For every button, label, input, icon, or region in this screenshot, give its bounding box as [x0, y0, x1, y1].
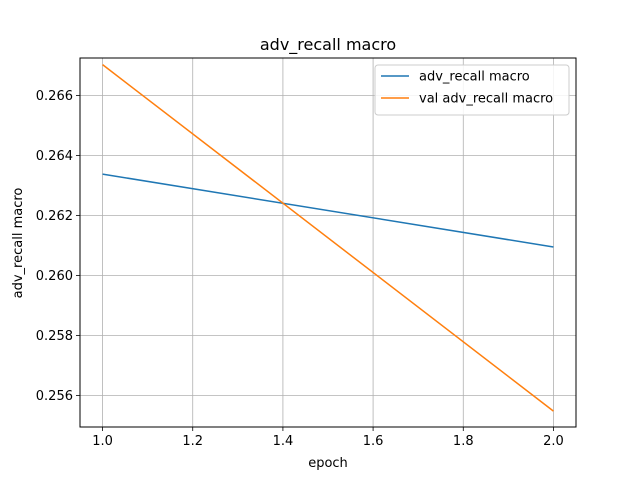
legend: adv_recall macro val adv_recall macro [374, 64, 570, 116]
legend-box [374, 64, 570, 116]
y-tick-label: 0.262 [36, 209, 73, 224]
y-tick-label: 0.264 [36, 149, 73, 164]
y-tick-label: 0.266 [36, 89, 73, 104]
plot-area-frame [79, 57, 577, 428]
y-tick-label: 0.258 [36, 329, 73, 344]
legend-label: val adv_recall macro [419, 92, 553, 107]
grid-lines [80, 58, 576, 427]
x-tick-label: 1.2 [182, 434, 203, 449]
y-axis-label: adv_recall macro [11, 188, 26, 299]
y-tick-label: 0.260 [36, 269, 73, 284]
x-tick-label: 1.0 [92, 434, 113, 449]
x-axis-ticks: 1.0 1.2 1.4 1.6 1.8 2.0 [92, 427, 564, 449]
legend-label: adv_recall macro [419, 70, 530, 85]
x-tick-label: 1.8 [453, 434, 474, 449]
x-tick-label: 1.6 [363, 434, 384, 449]
series-line-1 [102, 173, 554, 248]
x-tick-label: 2.0 [543, 434, 564, 449]
series-line-2 [102, 64, 554, 412]
y-tick-label: 0.256 [36, 389, 73, 404]
x-tick-label: 1.4 [273, 434, 294, 449]
series-lines [102, 64, 554, 412]
x-axis-label: epoch [308, 456, 348, 471]
y-axis-ticks: 0.256 0.258 0.260 0.262 0.264 0.266 [36, 89, 80, 404]
chart-title: adv_recall macro [260, 35, 396, 55]
